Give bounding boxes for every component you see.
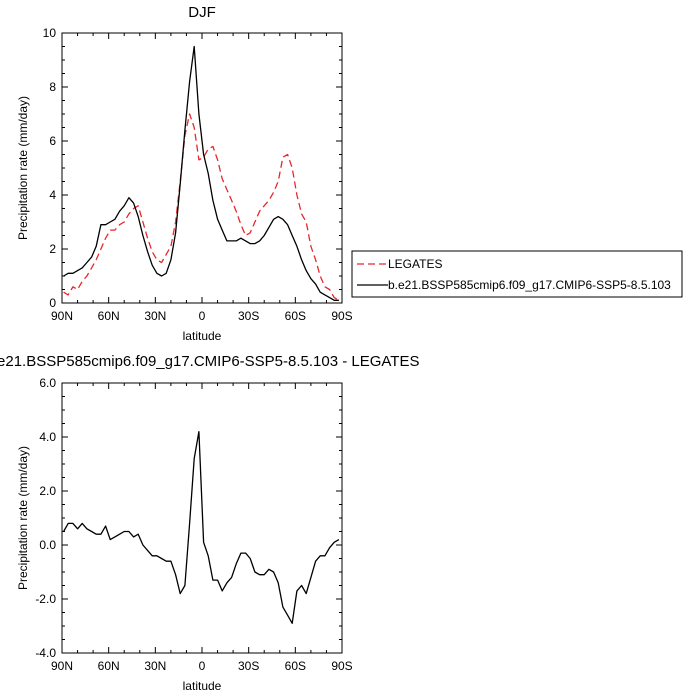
x-tick-label: 0 (199, 659, 206, 673)
y-tick-label: 4.0 (39, 430, 56, 444)
y-tick-label: 6.0 (39, 376, 56, 390)
x-tick-label: 30N (144, 309, 166, 323)
y-tick-label: 0 (49, 296, 56, 310)
y-tick-label: -2.0 (35, 592, 56, 606)
x-tick-label: 60N (98, 309, 120, 323)
x-tick-label: 30S (238, 309, 259, 323)
y-axis-label: Precipitation rate (mm/day) (16, 446, 30, 590)
y-axis-label: Precipitation rate (mm/day) (16, 96, 30, 240)
chart-panel-upper: DJF 90N 60N 30N 0 30S 60S 90S 0 2 4 6 8 10 latitude Pre… (16, 4, 353, 343)
y-tick-label: 4 (49, 188, 56, 202)
x-tick-label: 60S (285, 659, 306, 673)
x-tick-label: 30S (238, 659, 259, 673)
y-tick-label: 10 (43, 26, 57, 40)
y-tick-label: 2 (49, 242, 56, 256)
legend-entry-label: LEGATES (388, 257, 442, 271)
x-tick-label: 60N (98, 659, 120, 673)
series-line-legates (63, 113, 340, 301)
x-tick-label: 90S (331, 309, 352, 323)
y-tick-label: 6 (49, 134, 56, 148)
chart-title: DJF (188, 4, 216, 21)
chart-panel-lower: b.e21.BSSP585cmip6.f09_g17.CMIP6-SSP5-8.… (0, 353, 419, 693)
legend-box (351, 250, 683, 298)
x-axis-label: latitude (183, 679, 222, 693)
y-tick-label: 8 (49, 80, 56, 94)
series-line-model (63, 45, 339, 301)
plot-frame (61, 32, 343, 304)
x-tick-label: 0 (199, 309, 206, 323)
x-tick-label: 60S (285, 309, 306, 323)
x-tick-label: 90N (51, 309, 73, 323)
legend-entry-label: b.e21.BSSP585cmip6.f09_g17.CMIP6-SSP5-8.… (388, 278, 671, 292)
y-tick-label: 2.0 (39, 484, 56, 498)
x-axis-label: latitude (183, 329, 222, 343)
y-tick-label: -4.0 (35, 646, 56, 660)
chart-title: b.e21.BSSP585cmip6.f09_g17.CMIP6-SSP5-8.… (0, 353, 419, 370)
y-tick-label: 0.0 (39, 538, 56, 552)
series-line-model (63, 430, 340, 624)
x-tick-label: 90S (331, 659, 352, 673)
chart-legend: LEGATES b.e21.BSSP585cmip6.f09_g17.CMIP6-… (351, 250, 683, 298)
x-tick-label: 90N (51, 659, 73, 673)
x-tick-label: 30N (144, 659, 166, 673)
